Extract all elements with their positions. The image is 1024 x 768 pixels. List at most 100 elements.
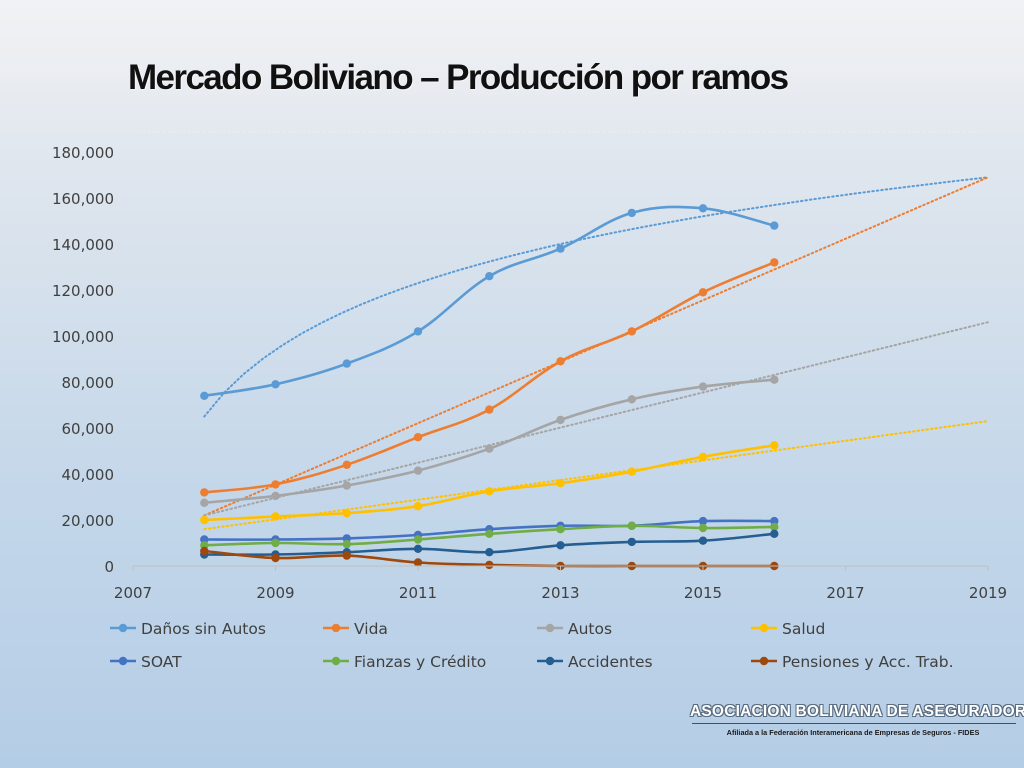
data-point-autos xyxy=(485,444,494,453)
data-point-layer xyxy=(200,204,779,571)
data-point-fianzas-y-credito xyxy=(770,522,779,532)
data-point-soat xyxy=(770,516,779,526)
x-tick-label: 2011 xyxy=(399,584,437,602)
affiliation-text: Afiliada a la Federación Interamericana … xyxy=(726,728,980,737)
data-point-pensiones-y-acc-trab xyxy=(413,558,423,567)
data-point-vida xyxy=(342,460,351,469)
x-tick-label: 2007 xyxy=(114,584,152,602)
data-point-vida xyxy=(627,327,636,336)
data-point-fianzas-y-credito xyxy=(556,525,565,534)
data-point-salud xyxy=(200,515,209,525)
data-point-fianzas-y-credito xyxy=(698,523,708,533)
data-point-salud xyxy=(271,512,280,521)
data-point-danos-sin-autos xyxy=(698,204,708,213)
data-point-accidentes xyxy=(413,544,423,553)
y-tick-label: 100,000 xyxy=(52,328,114,346)
data-point-danos-sin-autos xyxy=(627,208,636,218)
data-point-autos xyxy=(200,498,209,507)
data-point-danos-sin-autos xyxy=(271,380,280,389)
legend-label: SOAT xyxy=(141,653,182,671)
legend-swatch-marker xyxy=(118,656,128,666)
y-tick-label: 80,000 xyxy=(62,374,115,392)
line-chart: 0 20,000 40,000 60,000 80,000 100,000 120,000 1… xyxy=(51,131,1008,671)
legend-label: Fianzas y Crédito xyxy=(354,653,486,671)
legend-label: Vida xyxy=(354,620,388,638)
data-point-accidentes xyxy=(627,537,636,547)
legend-swatch-marker xyxy=(118,623,128,633)
data-point-autos xyxy=(698,382,708,391)
x-tick-label: 2019 xyxy=(969,584,1007,602)
legend-swatch-marker xyxy=(545,623,555,633)
data-point-danos-sin-autos xyxy=(485,272,494,281)
data-point-vida xyxy=(485,405,494,414)
data-point-pensiones-y-acc-trab xyxy=(271,553,280,563)
data-point-danos-sin-autos xyxy=(200,391,209,400)
y-tick-label: 20,000 xyxy=(62,512,115,530)
data-point-salud xyxy=(698,452,708,461)
y-tick-label: 160,000 xyxy=(52,190,114,208)
slide-title: Mercado Boliviano – Producción por ramos xyxy=(128,58,789,97)
legend-label: Pensiones y Acc. Trab. xyxy=(782,653,954,671)
data-point-fianzas-y-credito xyxy=(342,539,351,549)
trendline-autos xyxy=(203,321,989,517)
trendline-salud xyxy=(203,420,989,531)
data-point-accidentes xyxy=(485,548,494,557)
legend-label: Salud xyxy=(782,620,825,638)
data-point-salud xyxy=(342,508,351,518)
data-point-salud xyxy=(627,467,636,476)
data-point-autos xyxy=(342,481,351,490)
y-tick-label: 40,000 xyxy=(62,466,115,484)
trendline-danos-sin-autos xyxy=(203,176,989,418)
chart-legend: Daños sin Autos Vida Autos Salud SOAT Fianzas… xyxy=(110,620,954,671)
legend-swatch-marker xyxy=(331,656,341,666)
data-point-pensiones-y-acc-trab xyxy=(200,546,209,556)
data-point-fianzas-y-credito xyxy=(271,538,280,548)
data-point-vida xyxy=(770,258,779,267)
data-point-salud xyxy=(485,487,494,496)
data-point-fianzas-y-credito xyxy=(485,529,494,538)
data-point-autos xyxy=(413,466,423,475)
axis-layer: 0 20,000 40,000 60,000 80,000 100,000 120,000 1… xyxy=(52,131,1007,602)
data-point-autos xyxy=(627,395,636,404)
series-line-autos xyxy=(204,378,775,505)
data-point-vida xyxy=(200,488,209,497)
y-tick-label: 140,000 xyxy=(52,236,114,254)
footer-divider xyxy=(692,723,1016,724)
x-tick-label: 2017 xyxy=(826,584,864,602)
data-point-pensiones-y-acc-trab xyxy=(485,560,494,570)
data-point-accidentes xyxy=(770,529,779,538)
y-tick-label: 0 xyxy=(104,558,114,576)
data-point-vida xyxy=(698,288,708,297)
y-tick-label: 180,000 xyxy=(52,144,114,162)
legend-swatch-marker xyxy=(759,656,769,666)
data-point-vida xyxy=(413,433,423,442)
legend-label: Accidentes xyxy=(568,653,653,671)
data-point-salud xyxy=(770,441,779,450)
legend-swatch-marker xyxy=(545,656,555,666)
series-line-danos-sin-autos xyxy=(204,205,775,398)
legend-label: Autos xyxy=(568,620,612,638)
series-line-vida xyxy=(204,261,775,494)
data-point-fianzas-y-credito xyxy=(413,535,423,544)
legend-swatch-marker xyxy=(331,623,341,633)
data-point-danos-sin-autos xyxy=(342,359,351,368)
data-point-fianzas-y-credito xyxy=(627,521,636,530)
data-point-soat xyxy=(698,516,708,526)
data-point-danos-sin-autos xyxy=(413,327,423,336)
series-line-salud xyxy=(204,444,775,522)
data-point-salud xyxy=(556,479,565,488)
y-tick-label: 60,000 xyxy=(62,420,115,438)
data-point-soat xyxy=(200,535,209,544)
y-tick-label: 120,000 xyxy=(52,282,114,300)
data-point-accidentes xyxy=(556,541,565,550)
data-point-autos xyxy=(271,491,280,501)
x-tick-label: 2015 xyxy=(684,584,722,602)
data-point-salud xyxy=(413,502,423,511)
legend-label: Daños sin Autos xyxy=(141,620,266,638)
x-tick-label: 2013 xyxy=(541,584,579,602)
legend-swatch-marker xyxy=(759,623,769,633)
data-point-vida xyxy=(556,357,565,366)
data-point-accidentes xyxy=(698,536,708,545)
data-point-danos-sin-autos xyxy=(556,244,565,253)
data-point-autos xyxy=(770,375,779,384)
